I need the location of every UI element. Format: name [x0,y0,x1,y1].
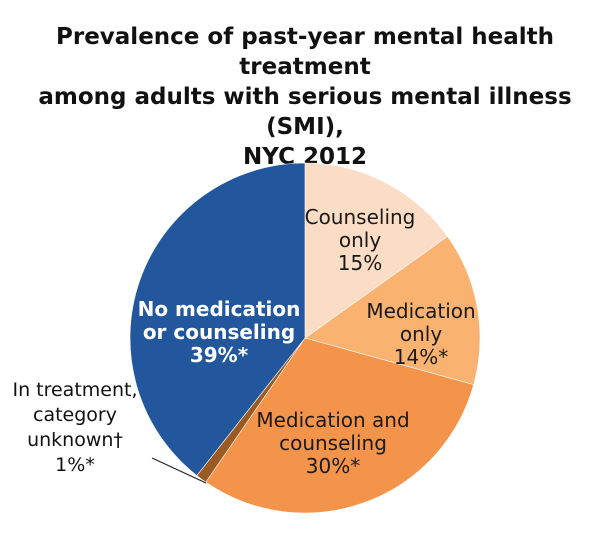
pie-labels: Counseling only 15%Medication only 14%*Medic… [138,205,476,478]
pie-slice-medication-and-counseling [205,337,475,514]
slice-label-no-medication-or-counseling-line-1: No medication [138,297,301,321]
unknown-leader-line [151,457,207,484]
chart-title-line-2: among adults with serious mental illness… [38,84,572,140]
slice-label-counseling-only-line-2: only [339,228,381,252]
slice-label-medication-and-counseling: Medication and counseling 30%* [256,408,409,478]
slice-label-medication-and-counseling-line-2: counseling [279,431,387,455]
slice-label-no-medication-or-counseling-line-3: 39%* [190,343,249,367]
slice-label-counseling-only: Counseling only 15% [305,205,416,275]
slice-label-unknown-line-1: In treatment, [12,379,138,401]
pie-slice-medication-only [304,236,481,385]
slice-label-medication-and-counseling-line-3: 30%* [306,454,360,478]
pie-slice-no-medication-or-counseling [129,162,306,476]
chart-title-line-1: Prevalence of past-year mental health tr… [56,24,554,80]
slice-label-counseling-only-line-1: Counseling [305,205,416,229]
slice-label-medication-only-line-2: only [400,322,442,346]
slice-label-unknown-line-2: category [33,404,117,426]
slice-label-unknown-line-3: unknown† [27,429,123,451]
pie-slice-counseling-only [304,162,448,339]
pie-slices [129,162,481,514]
slice-label-medication-only-line-1: Medication [366,299,475,323]
slice-label-unknown-line-4: 1%* [55,454,95,476]
slice-label-medication-only: Medication only 14%* [366,299,475,369]
slice-label-no-medication-or-counseling: No medication or counseling 39%* [138,297,301,367]
slice-label-medication-and-counseling-line-1: Medication and [256,408,409,432]
slice-label-unknown: In treatment, category unknown† 1%* [0,378,150,478]
slice-label-medication-only-line-3: 14%* [394,345,448,369]
slice-label-no-medication-or-counseling-line-2: or counseling [143,320,295,344]
slice-label-counseling-only-line-3: 15% [338,251,382,275]
